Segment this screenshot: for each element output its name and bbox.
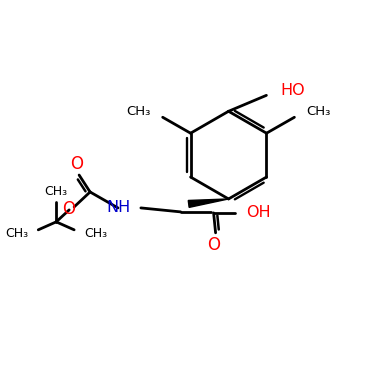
- Text: O: O: [62, 200, 75, 218]
- Text: CH₃: CH₃: [126, 105, 151, 118]
- Polygon shape: [188, 199, 229, 208]
- Text: NH: NH: [107, 201, 131, 215]
- Text: OH: OH: [247, 205, 271, 221]
- Text: CH₃: CH₃: [306, 105, 331, 118]
- Text: CH₃: CH₃: [5, 227, 28, 240]
- Text: HO: HO: [280, 83, 305, 98]
- Text: CH₃: CH₃: [45, 185, 68, 198]
- Text: O: O: [207, 236, 220, 254]
- Text: CH₃: CH₃: [84, 227, 107, 240]
- Text: O: O: [71, 155, 84, 173]
